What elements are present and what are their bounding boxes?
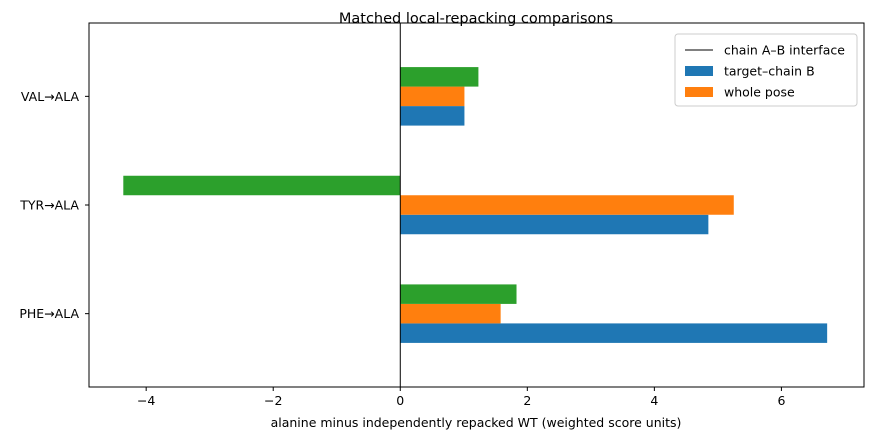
bar-3-2 bbox=[123, 175, 401, 196]
legend: chain A–B interface target–chain B whole p… bbox=[674, 33, 858, 107]
bar-2-2 bbox=[400, 195, 734, 215]
legend-label: target–chain B bbox=[724, 64, 815, 79]
y-axis: PHE→ALA TYR→ALA VAL→ALA bbox=[19, 89, 89, 321]
legend-label: whole pose bbox=[724, 85, 795, 100]
x-axis-label: alanine minus independently repacked WT … bbox=[271, 415, 682, 430]
bar-1-3 bbox=[400, 106, 465, 126]
y-tick-label: PHE→ALA bbox=[19, 306, 79, 321]
legend-swatch bbox=[685, 66, 713, 76]
x-tick-label: 4 bbox=[650, 393, 658, 408]
y-tick-label: VAL→ALA bbox=[21, 89, 80, 104]
bar-2-1 bbox=[400, 303, 501, 324]
x-tick-label: −4 bbox=[137, 393, 155, 408]
bar-2-3 bbox=[400, 86, 465, 107]
chart-title: Matched local-repacking comparisons bbox=[339, 11, 613, 27]
x-tick-label: 6 bbox=[777, 393, 785, 408]
y-tick-label: TYR→ALA bbox=[19, 198, 79, 213]
x-tick-label: 0 bbox=[396, 393, 404, 408]
bar-3-1 bbox=[400, 284, 517, 304]
bar-3-3 bbox=[400, 67, 479, 87]
legend-swatch bbox=[685, 87, 713, 97]
x-axis: −4 −2 0 2 4 6 bbox=[137, 387, 785, 408]
legend-frame bbox=[674, 33, 858, 107]
x-tick-label: 2 bbox=[523, 393, 531, 408]
x-tick-label: −2 bbox=[264, 393, 282, 408]
bar-1-1 bbox=[400, 323, 828, 343]
bar-1-2 bbox=[400, 214, 709, 235]
legend-label: chain A–B interface bbox=[724, 43, 845, 58]
bars-layer bbox=[123, 67, 828, 343]
